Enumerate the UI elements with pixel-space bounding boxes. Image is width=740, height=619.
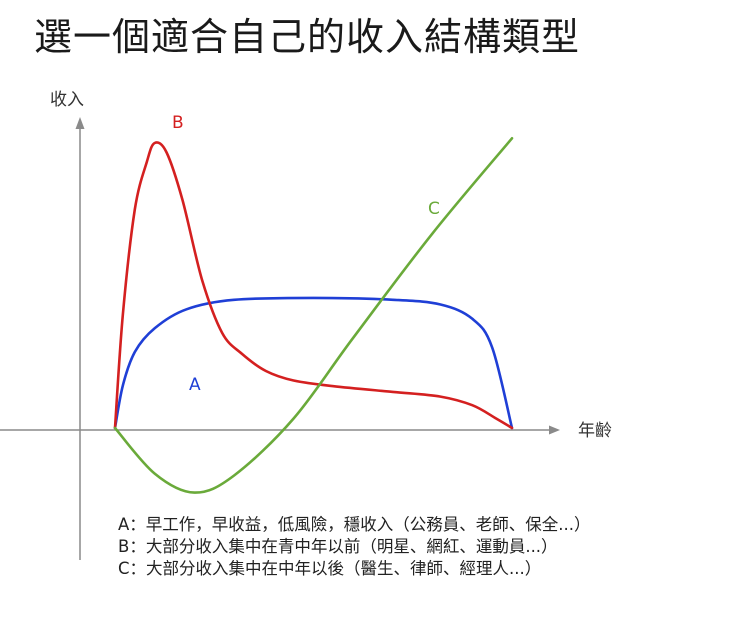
series-label-b: B <box>172 113 184 133</box>
series-labels: B C A <box>172 113 440 395</box>
series-line-c <box>113 137 514 494</box>
y-axis-arrow-icon <box>75 117 85 129</box>
legend-item-c: C：大部分收入集中在中年以後（醫生、律師、經理人...） <box>118 559 542 578</box>
y-axis: 收入 <box>50 90 85 560</box>
series-label-c: C <box>428 199 440 219</box>
legend-item-b: B：大部分收入集中在青中年以前（明星、網紅、運動員...） <box>118 537 558 556</box>
series-label-a: A <box>189 375 201 395</box>
page-title: 選一個適合自己的收入結構類型 <box>34 15 581 59</box>
x-axis-arrow-icon <box>549 425 560 435</box>
series-layer <box>113 137 514 494</box>
y-axis-label: 收入 <box>50 90 84 110</box>
x-axis-label: 年齡 <box>578 421 612 441</box>
legend: A：早工作，早收益，低風險，穩收入（公務員、老師、保全...） B：大部分收入集… <box>118 514 591 580</box>
x-axis: 年齡 <box>0 421 612 441</box>
series-line-b <box>113 141 514 430</box>
legend-item-a: A：早工作，早收益，低風險，穩收入（公務員、老師、保全...） <box>118 515 591 534</box>
series-line-a <box>113 296 514 430</box>
